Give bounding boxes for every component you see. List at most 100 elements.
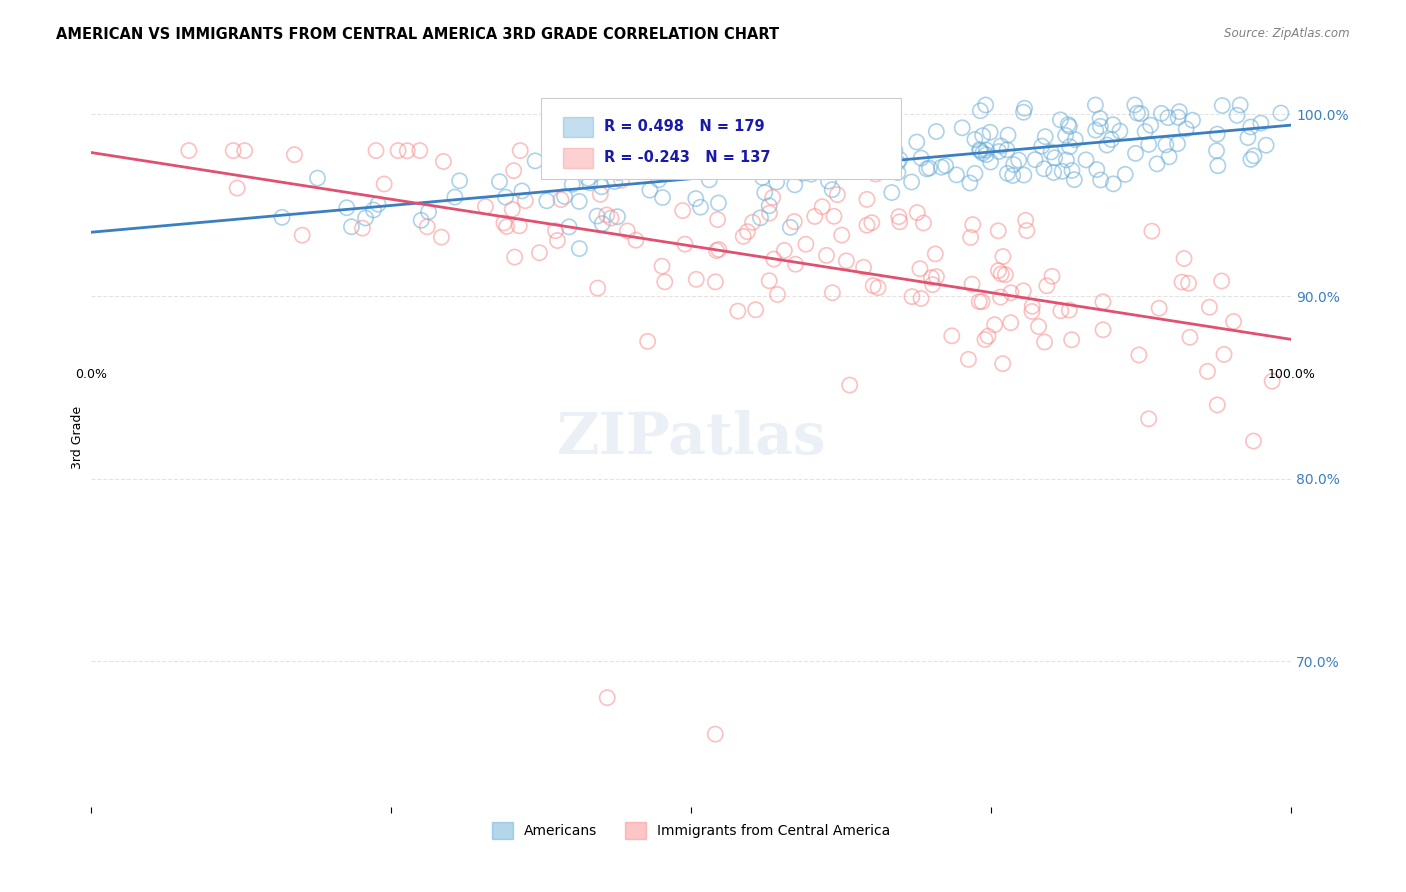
Immigrants from Central America: [550, 193, 572, 207]
Americans: [731, 139, 754, 153]
Americans: [1060, 163, 1083, 178]
Americans: [1133, 124, 1156, 138]
Americans: [963, 166, 986, 180]
Immigrants from Central America: [910, 292, 932, 306]
Americans: [561, 178, 583, 192]
Immigrants from Central America: [901, 289, 924, 303]
Immigrants from Central America: [396, 144, 419, 158]
Americans: [1150, 106, 1173, 120]
Immigrants from Central America: [503, 250, 526, 264]
Y-axis label: 3rd Grade: 3rd Grade: [72, 406, 84, 469]
Americans: [925, 124, 948, 138]
Americans: [307, 171, 329, 186]
Immigrants from Central America: [474, 200, 496, 214]
Americans: [1049, 112, 1071, 127]
Americans: [666, 134, 689, 148]
Americans: [1240, 120, 1263, 134]
Immigrants from Central America: [1012, 284, 1035, 298]
Immigrants from Central America: [222, 144, 245, 158]
Immigrants from Central America: [737, 225, 759, 239]
Immigrants from Central America: [990, 290, 1012, 304]
Americans: [963, 132, 986, 146]
Americans: [1206, 127, 1229, 141]
Americans: [845, 161, 868, 176]
Immigrants from Central America: [856, 193, 879, 207]
Americans: [792, 166, 814, 180]
Americans: [367, 197, 389, 211]
Text: AMERICAN VS IMMIGRANTS FROM CENTRAL AMERICA 3RD GRADE CORRELATION CHART: AMERICAN VS IMMIGRANTS FROM CENTRAL AMER…: [56, 27, 779, 42]
Immigrants from Central America: [596, 690, 619, 705]
Immigrants from Central America: [727, 304, 749, 318]
Bar: [562, 117, 593, 137]
Immigrants from Central America: [987, 224, 1010, 238]
Americans: [803, 151, 825, 165]
Immigrants from Central America: [707, 243, 730, 257]
Americans: [1088, 112, 1111, 126]
Immigrants from Central America: [502, 163, 524, 178]
Americans: [877, 159, 900, 173]
Immigrants from Central America: [706, 244, 728, 258]
Americans: [749, 153, 772, 167]
Americans: [619, 156, 641, 170]
Immigrants from Central America: [637, 334, 659, 349]
Americans: [1033, 161, 1056, 176]
Americans: [606, 210, 628, 224]
Immigrants from Central America: [823, 209, 845, 223]
Americans: [821, 183, 844, 197]
Americans: [747, 109, 769, 123]
Americans: [354, 211, 377, 225]
Americans: [598, 141, 620, 155]
Americans: [849, 161, 872, 175]
Immigrants from Central America: [794, 237, 817, 252]
Immigrants from Central America: [811, 200, 834, 214]
Americans: [980, 155, 1002, 169]
Americans: [495, 190, 517, 204]
Americans: [553, 189, 575, 203]
Immigrants from Central America: [283, 147, 305, 161]
Immigrants from Central America: [924, 247, 946, 261]
Americans: [1074, 153, 1097, 167]
Americans: [1157, 111, 1180, 125]
Americans: [1159, 150, 1181, 164]
Americans: [1211, 98, 1233, 112]
Americans: [1059, 139, 1081, 153]
Immigrants from Central America: [1033, 334, 1056, 349]
Immigrants from Central America: [409, 144, 432, 158]
Immigrants from Central America: [783, 214, 806, 228]
Americans: [1256, 138, 1278, 153]
Americans: [1126, 106, 1149, 120]
Americans: [945, 168, 967, 182]
Americans: [997, 128, 1019, 142]
Americans: [969, 143, 991, 157]
Americans: [1008, 153, 1031, 168]
Immigrants from Central America: [1261, 374, 1284, 388]
Americans: [1064, 133, 1087, 147]
Immigrants from Central America: [1137, 412, 1160, 426]
Immigrants from Central America: [905, 205, 928, 219]
Americans: [877, 161, 900, 175]
Americans: [810, 162, 832, 177]
Immigrants from Central America: [977, 329, 1000, 343]
Immigrants from Central America: [991, 357, 1014, 371]
Americans: [582, 153, 605, 168]
Immigrants from Central America: [515, 194, 537, 208]
Immigrants from Central America: [610, 173, 633, 187]
Americans: [336, 201, 359, 215]
Americans: [647, 173, 669, 187]
Immigrants from Central America: [1028, 319, 1050, 334]
Immigrants from Central America: [706, 212, 728, 227]
Americans: [1090, 120, 1112, 134]
Americans: [1101, 132, 1123, 146]
Americans: [997, 166, 1019, 180]
Americans: [1054, 128, 1077, 143]
Immigrants from Central America: [1177, 277, 1199, 291]
Americans: [1033, 129, 1056, 144]
Immigrants from Central America: [960, 277, 983, 292]
Americans: [568, 242, 591, 256]
Americans: [972, 128, 994, 143]
Immigrants from Central America: [697, 144, 720, 158]
Immigrants from Central America: [1178, 330, 1201, 344]
Americans: [915, 161, 938, 176]
Americans: [1114, 167, 1136, 181]
Americans: [1102, 118, 1125, 132]
